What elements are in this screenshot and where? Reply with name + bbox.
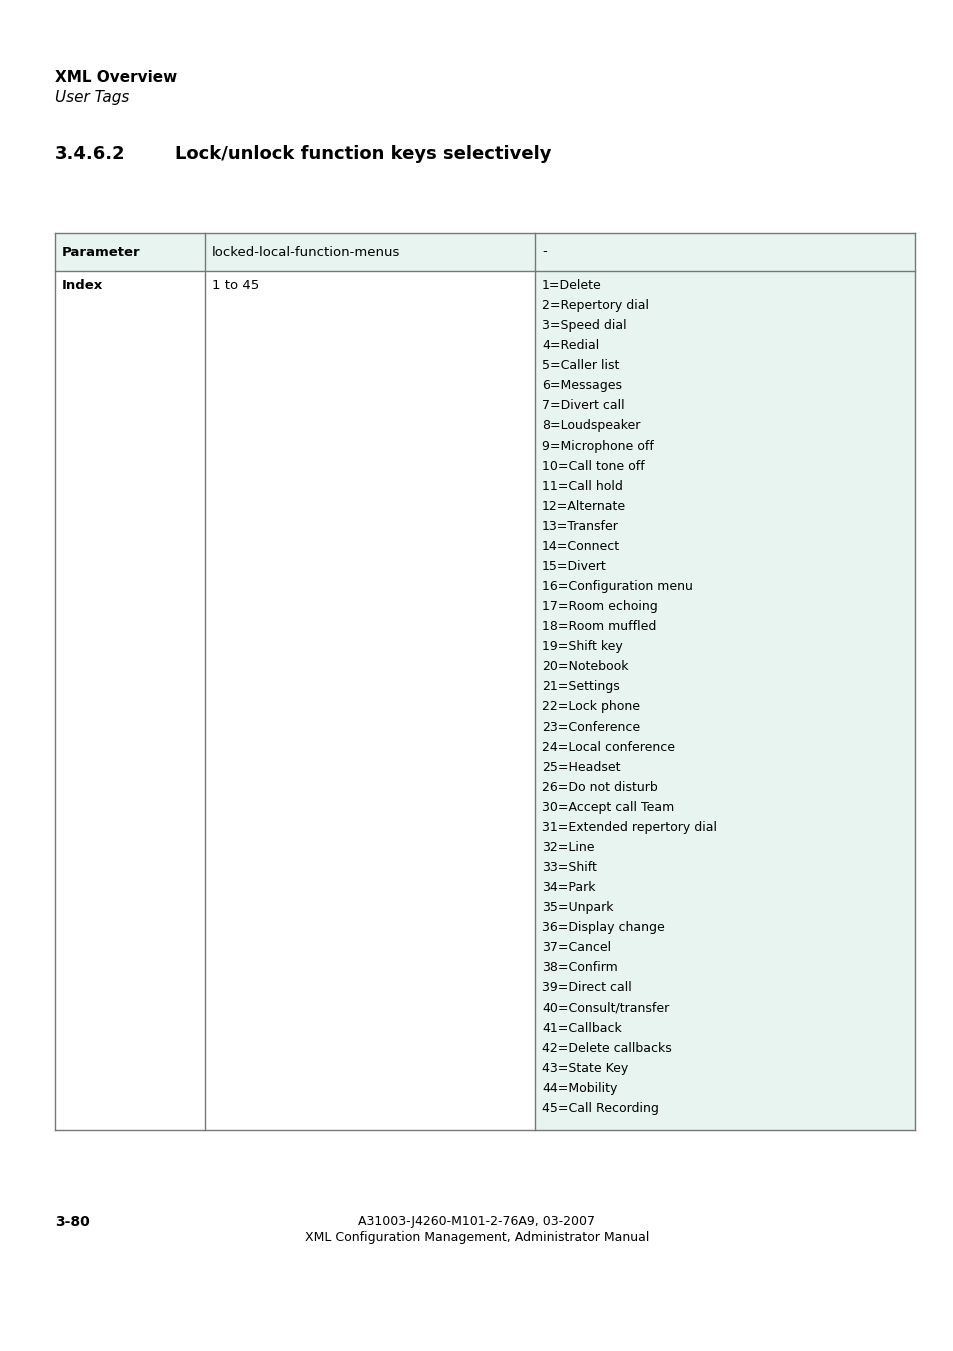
Text: 7=Divert call: 7=Divert call <box>541 400 624 412</box>
Text: 40=Consult/transfer: 40=Consult/transfer <box>541 1001 669 1015</box>
Bar <box>205 232 535 272</box>
Text: 1=Delete: 1=Delete <box>541 280 601 292</box>
Text: 19=Shift key: 19=Shift key <box>541 640 622 654</box>
Text: 38=Confirm: 38=Confirm <box>541 962 618 974</box>
Text: 33=Shift: 33=Shift <box>541 861 597 874</box>
Text: 26=Do not disturb: 26=Do not disturb <box>541 781 657 794</box>
Text: 37=Cancel: 37=Cancel <box>541 942 611 954</box>
Text: 8=Loudspeaker: 8=Loudspeaker <box>541 420 639 432</box>
Text: User Tags: User Tags <box>55 91 130 105</box>
Text: 5=Caller list: 5=Caller list <box>541 359 618 373</box>
Text: 3.4.6.2: 3.4.6.2 <box>55 145 126 163</box>
Text: 24=Local conference: 24=Local conference <box>541 740 675 754</box>
Text: 17=Room echoing: 17=Room echoing <box>541 600 657 613</box>
Text: 4=Redial: 4=Redial <box>541 339 598 353</box>
Text: 2=Repertory dial: 2=Repertory dial <box>541 299 648 312</box>
Text: 30=Accept call Team: 30=Accept call Team <box>541 801 674 813</box>
Bar <box>55 232 205 272</box>
Text: 22=Lock phone: 22=Lock phone <box>541 701 639 713</box>
Bar <box>205 272 535 1129</box>
Text: 31=Extended repertory dial: 31=Extended repertory dial <box>541 821 717 834</box>
Text: 12=Alternate: 12=Alternate <box>541 500 625 513</box>
Text: 14=Connect: 14=Connect <box>541 540 619 553</box>
Bar <box>535 232 914 272</box>
Text: 35=Unpark: 35=Unpark <box>541 901 613 915</box>
Text: Lock/unlock function keys selectively: Lock/unlock function keys selectively <box>174 145 551 163</box>
Text: 23=Conference: 23=Conference <box>541 720 639 734</box>
Text: -: - <box>541 246 546 258</box>
Text: 45=Call Recording: 45=Call Recording <box>541 1102 659 1115</box>
Bar <box>535 272 914 1129</box>
Text: 10=Call tone off: 10=Call tone off <box>541 459 644 473</box>
Text: 32=Line: 32=Line <box>541 842 594 854</box>
Text: 43=State Key: 43=State Key <box>541 1062 628 1075</box>
Text: 13=Transfer: 13=Transfer <box>541 520 618 532</box>
Bar <box>55 272 205 1129</box>
Text: 25=Headset: 25=Headset <box>541 761 619 774</box>
Text: 39=Direct call: 39=Direct call <box>541 981 631 994</box>
Text: A31003-J4260-M101-2-76A9, 03-2007: A31003-J4260-M101-2-76A9, 03-2007 <box>358 1215 595 1228</box>
Text: locked-local-function-menus: locked-local-function-menus <box>212 246 400 258</box>
Text: 42=Delete callbacks: 42=Delete callbacks <box>541 1042 671 1055</box>
Text: 9=Microphone off: 9=Microphone off <box>541 439 653 453</box>
Text: 18=Room muffled: 18=Room muffled <box>541 620 656 634</box>
Text: 36=Display change: 36=Display change <box>541 921 664 935</box>
Text: XML Overview: XML Overview <box>55 70 177 85</box>
Text: 21=Settings: 21=Settings <box>541 681 619 693</box>
Text: Index: Index <box>62 280 103 292</box>
Text: 41=Callback: 41=Callback <box>541 1021 621 1035</box>
Text: 3-80: 3-80 <box>55 1215 90 1229</box>
Text: Parameter: Parameter <box>62 246 140 258</box>
Text: 44=Mobility: 44=Mobility <box>541 1082 617 1094</box>
Text: 15=Divert: 15=Divert <box>541 561 606 573</box>
Text: 34=Park: 34=Park <box>541 881 595 894</box>
Text: 16=Configuration menu: 16=Configuration menu <box>541 580 692 593</box>
Text: 20=Notebook: 20=Notebook <box>541 661 628 673</box>
Text: 1 to 45: 1 to 45 <box>212 280 259 292</box>
Text: 6=Messages: 6=Messages <box>541 380 621 392</box>
Text: XML Configuration Management, Administrator Manual: XML Configuration Management, Administra… <box>305 1231 648 1244</box>
Text: 3=Speed dial: 3=Speed dial <box>541 319 626 332</box>
Text: 11=Call hold: 11=Call hold <box>541 480 622 493</box>
